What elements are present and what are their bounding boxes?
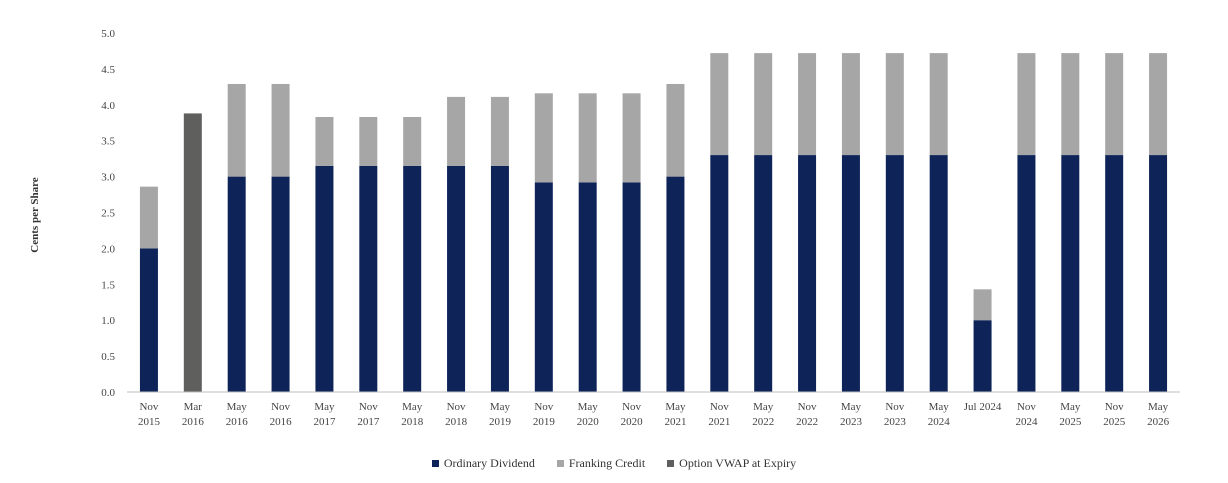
bar-segment xyxy=(1149,155,1168,392)
bar-segment xyxy=(885,53,904,156)
bar-segment xyxy=(578,93,597,183)
bar-segment xyxy=(798,155,817,392)
bar-segment xyxy=(359,117,378,166)
bar-segment xyxy=(929,155,948,392)
y-tick-label: 5.0 xyxy=(101,28,115,40)
bar-segment xyxy=(315,165,334,392)
x-tick-label: Nov 2021 xyxy=(708,401,730,428)
y-tick-label: 1.5 xyxy=(101,279,115,291)
bar-segment xyxy=(490,96,509,166)
legend-item: Option VWAP at Expiry xyxy=(667,456,796,471)
bar-segment xyxy=(798,53,817,156)
bars xyxy=(139,53,1168,392)
bar-segment xyxy=(666,176,685,392)
bar-segment xyxy=(578,182,597,392)
x-tick-label: Jul 2024 xyxy=(964,401,1002,413)
legend-label: Option VWAP at Expiry xyxy=(679,456,797,470)
x-tick-label: May 2020 xyxy=(577,401,600,428)
y-tick-label: 4.5 xyxy=(101,64,115,76)
bar-segment xyxy=(271,83,290,177)
bar-segment xyxy=(929,53,948,156)
bar-segment xyxy=(622,93,641,183)
y-axis: 0.0 0.5 1.0 1.5 2.0 2.5 3.0 3.5 4.0 4.5 5.0 xyxy=(101,28,115,399)
x-tick-label: May 2024 xyxy=(928,401,951,428)
bar-segment xyxy=(315,117,334,166)
y-axis-title: Cents per Share xyxy=(29,177,41,252)
bar-segment xyxy=(183,113,202,392)
bar-segment xyxy=(139,186,158,249)
bar-segment xyxy=(710,155,729,392)
bar-segment xyxy=(534,93,553,183)
x-tick-label: Nov 2022 xyxy=(796,401,818,428)
bar-segment xyxy=(1105,53,1124,156)
bar-segment xyxy=(447,96,466,166)
x-tick-label: Nov 2016 xyxy=(270,401,293,428)
bar-segment xyxy=(359,165,378,392)
legend-swatch xyxy=(431,460,439,467)
bar-segment xyxy=(1061,53,1080,156)
y-tick-label: 0.5 xyxy=(101,351,115,363)
bar-segment xyxy=(227,83,246,177)
x-tick-label: May 2016 xyxy=(226,401,249,428)
bar-segment xyxy=(1149,53,1168,156)
bar-segment xyxy=(447,165,466,392)
x-tick-label: May 2017 xyxy=(313,401,336,428)
x-tick-label: May 2025 xyxy=(1059,401,1082,428)
bar-segment xyxy=(139,248,158,392)
bar-segment xyxy=(1017,53,1036,156)
bar-segment xyxy=(271,176,290,392)
bar-segment xyxy=(973,289,992,321)
x-tick-label: May 2026 xyxy=(1147,401,1170,428)
y-tick-label: 1.0 xyxy=(101,315,115,327)
legend-swatch xyxy=(667,460,675,467)
bar-segment xyxy=(1061,155,1080,392)
legend: Ordinary Dividend Franking Credit Option V… xyxy=(0,456,1228,471)
x-tick-label: Nov 2020 xyxy=(621,401,644,428)
legend-item: Franking Credit xyxy=(556,456,646,471)
bar-segment xyxy=(754,155,773,392)
y-tick-label: 2.5 xyxy=(101,208,115,220)
x-tick-label: May 2018 xyxy=(401,401,424,428)
x-tick-label: Nov 2023 xyxy=(884,401,907,428)
y-tick-label: 2.0 xyxy=(101,243,115,255)
x-tick-label: May 2022 xyxy=(752,401,774,428)
bar-segment xyxy=(710,53,729,156)
x-tick-label: Nov 2017 xyxy=(357,401,380,428)
x-tick-label: Nov 2015 xyxy=(138,401,161,428)
x-axis: Nov 2015 Mar 2016 May 2016 Nov 2016 May 2017 Nov 20… xyxy=(127,391,1180,428)
bar-segment xyxy=(534,182,553,392)
legend-label: Franking Credit xyxy=(568,456,646,470)
bar-segment xyxy=(841,155,860,392)
x-tick-label: Nov 2019 xyxy=(533,401,556,428)
y-tick-label: 4.0 xyxy=(101,100,115,112)
bar-segment xyxy=(403,165,422,392)
bar-segment xyxy=(1105,155,1124,392)
bar-segment xyxy=(1017,155,1036,392)
legend-swatch xyxy=(556,460,564,467)
x-tick-label: May 2023 xyxy=(840,401,863,428)
y-tick-label: 3.5 xyxy=(101,136,115,148)
x-tick-label: Nov 2018 xyxy=(445,401,468,428)
bar-segment xyxy=(227,176,246,392)
y-tick-label: 0.0 xyxy=(101,387,115,399)
bar-segment xyxy=(622,182,641,392)
legend-label: Ordinary Dividend xyxy=(443,456,535,470)
legend-item: Ordinary Dividend xyxy=(431,456,535,471)
bar-segment xyxy=(973,320,992,392)
bar-segment xyxy=(403,117,422,166)
x-tick-label: May 2019 xyxy=(489,401,512,428)
bar-segment xyxy=(754,53,773,156)
x-tick-label: Mar 2016 xyxy=(182,401,205,428)
bar-segment xyxy=(841,53,860,156)
x-tick-label: Nov 2024 xyxy=(1015,401,1038,428)
bar-segment xyxy=(490,165,509,392)
x-tick-label: Nov 2025 xyxy=(1103,401,1126,428)
bar-segment xyxy=(885,155,904,392)
y-tick-label: 3.0 xyxy=(101,172,115,184)
x-tick-label: May 2021 xyxy=(664,401,686,428)
bar-segment xyxy=(666,83,685,177)
